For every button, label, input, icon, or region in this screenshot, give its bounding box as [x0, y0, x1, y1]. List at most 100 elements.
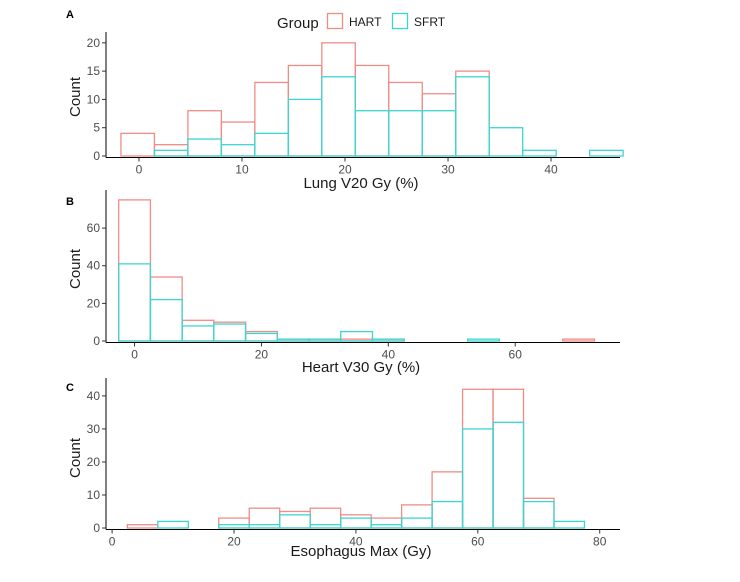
bar-sfrt-a [421, 110, 457, 157]
y-tick-label: 0 [93, 149, 100, 163]
bar-hart-c [461, 388, 494, 529]
panel-label-a: A [66, 9, 74, 21]
bar-hart-a [220, 121, 256, 157]
bar-sfrt-c [553, 520, 586, 529]
bar-sfrt-a [522, 149, 557, 157]
bar-sfrt-c [522, 500, 555, 529]
x-tick-label: 0 [109, 535, 116, 549]
bar-sfrt-b [276, 338, 310, 342]
bar-sfrt-c [431, 500, 464, 529]
x-axis-title-a: Lung V20 Gy (%) [303, 175, 418, 192]
bar-hart-b [562, 338, 596, 342]
bar-sfrt-a [354, 110, 390, 157]
panel-label-b: B [66, 196, 74, 208]
bar-sfrt-b [244, 332, 278, 342]
bar-hart-c [279, 510, 311, 529]
bar-hart-a [421, 93, 457, 157]
panel-b-heart-v30: B Heart V30 Gy (%) Count 0 20 40 60 0 20 40 60 [66, 190, 620, 376]
bar-hart-a [388, 81, 423, 157]
bar-hart-b [118, 199, 152, 342]
bar-hart-c [492, 388, 525, 529]
bar-sfrt-c [157, 520, 189, 529]
bar-sfrt-b [371, 338, 405, 342]
legend-key-hart [326, 12, 344, 30]
bar-hart-a [254, 81, 289, 157]
bar-sfrt-c [248, 524, 281, 529]
x-tick-label: 80 [593, 535, 607, 549]
bar-sfrt-a [187, 138, 223, 157]
bar-hart-a [187, 110, 223, 157]
x-tick-label: 10 [235, 163, 249, 177]
y-tick-label: 10 [87, 92, 101, 106]
x-tick-label: 40 [349, 535, 363, 549]
bar-sfrt-a [254, 132, 289, 157]
y-tick-label: 5 [93, 121, 100, 135]
panel-c-esophagus-max: C Esophagus Max (Gy) Count 0 10 20 30 40 0 20 4… [66, 378, 620, 560]
y-axis-title-c: Count [67, 437, 84, 478]
legend-label-hart: HART [349, 15, 382, 29]
bar-hart-c [218, 517, 250, 529]
x-tick-label: 20 [255, 348, 269, 362]
x-tick-label: 60 [471, 535, 485, 549]
bar-sfrt-a [388, 110, 423, 157]
bar-hart-c [340, 514, 372, 529]
bar-sfrt-b [466, 338, 501, 342]
bar-sfrt-a [589, 149, 624, 157]
bar-sfrt-c [370, 524, 403, 529]
panel-label-c: C [66, 382, 74, 394]
bar-sfrt-c [218, 524, 250, 529]
x-tick-label: 40 [382, 348, 396, 362]
y-tick-label: 0 [93, 521, 100, 535]
y-tick-label: 0 [93, 334, 100, 348]
bar-sfrt-c [279, 514, 311, 529]
bar-hart-a [455, 70, 490, 157]
bar-hart-a [287, 64, 323, 157]
legend-title: Group [277, 15, 319, 32]
bar-hart-c [522, 497, 555, 529]
x-tick-label: 0 [131, 348, 138, 362]
bar-hart-c [431, 471, 464, 529]
x-axis-title-b: Heart V30 Gy (%) [302, 359, 420, 376]
y-axis-title-b: Count [67, 248, 84, 289]
bar-sfrt-c [340, 517, 372, 529]
bar-sfrt-a [455, 76, 490, 157]
bar-sfrt-a [220, 144, 256, 157]
bar-sfrt-c [309, 524, 342, 529]
x-tick-label: 0 [136, 163, 143, 177]
x-axis-title-c: Esophagus Max (Gy) [291, 543, 432, 560]
bar-hart-b [149, 276, 183, 342]
bar-sfrt-a [488, 127, 524, 157]
y-tick-label: 40 [87, 389, 101, 403]
bar-sfrt-c [461, 428, 494, 529]
bar-hart-b [181, 319, 215, 342]
x-tick-label: 20 [227, 535, 241, 549]
panel-a-lung-v20: A Lung V20 Gy (%) Count 0 5 10 15 20 0 10 20 30 4… [66, 9, 624, 192]
x-tick-label: 40 [544, 163, 558, 177]
y-tick-label: 40 [87, 259, 101, 273]
bar-hart-c [400, 504, 433, 529]
bar-hart-a [321, 42, 356, 157]
bar-hart-a [120, 132, 156, 157]
bar-sfrt-c [400, 517, 433, 529]
bar-sfrt-a [287, 98, 323, 157]
bar-hart-c [126, 524, 159, 529]
bar-sfrt-b [149, 298, 183, 342]
y-axis-title-a: Count [67, 76, 84, 117]
y-tick-label: 20 [87, 296, 101, 310]
y-tick-label: 15 [87, 64, 101, 78]
legend-label-sfrt: SFRT [414, 15, 446, 29]
x-tick-label: 30 [441, 163, 455, 177]
bar-sfrt-a [153, 149, 189, 157]
x-tick-label: 20 [338, 163, 352, 177]
bar-sfrt-b [118, 263, 152, 342]
y-tick-label: 10 [87, 488, 101, 502]
bar-sfrt-c [492, 421, 525, 529]
bar-sfrt-b [340, 330, 374, 342]
bar-sfrt-a [321, 76, 356, 157]
bar-hart-b [213, 321, 247, 342]
legend-key-sfrt [391, 12, 409, 30]
y-tick-label: 20 [87, 455, 101, 469]
bar-sfrt-b [308, 338, 342, 342]
y-tick-label: 30 [87, 422, 101, 436]
